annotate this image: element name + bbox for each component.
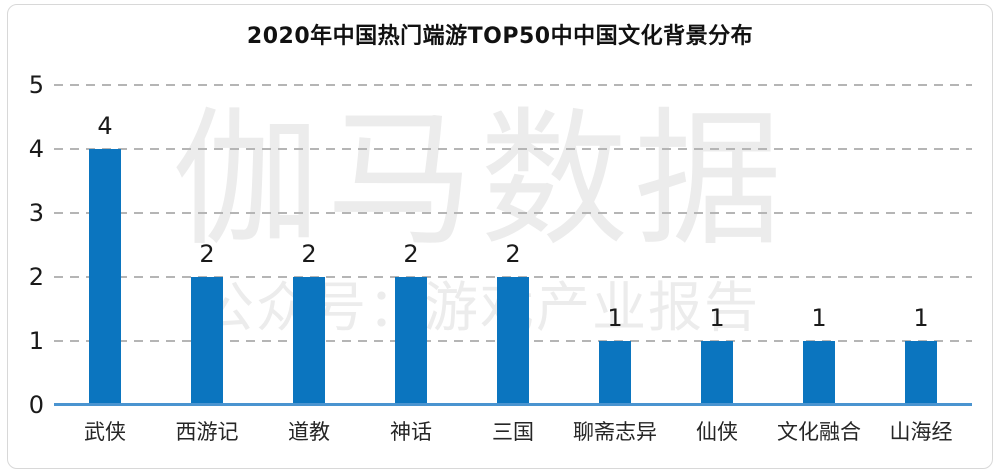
x-category-label-三国: 三国	[492, 420, 534, 444]
gridline-y-4	[54, 148, 972, 150]
y-tick-label-1: 1	[28, 327, 44, 355]
y-tick-label-0: 0	[28, 391, 44, 419]
bar-value-label-西游记: 2	[199, 240, 215, 268]
bar-西游记	[191, 277, 223, 405]
y-tick-label-5: 5	[28, 71, 44, 99]
bar-value-label-神话: 2	[403, 240, 419, 268]
plot-area: 0 1 2 3 4 5 4 武侠 2 西游记 2 道教 2 神话 2 三国 1 聊斋志异 1 仙侠 1 文化融合 1 山海经	[29, 71, 972, 444]
gridline-y-5	[54, 84, 972, 86]
bar-value-label-聊斋志异: 1	[607, 304, 623, 332]
bar-value-label-武侠: 4	[97, 112, 113, 140]
x-category-label-山海经: 山海经	[889, 420, 953, 444]
bar-value-label-文化融合: 1	[811, 304, 827, 332]
x-category-label-仙侠: 仙侠	[696, 420, 738, 444]
x-category-label-文化融合: 文化融合	[777, 420, 861, 444]
x-category-label-神话: 神话	[390, 420, 432, 444]
y-tick-label-4: 4	[28, 135, 44, 163]
bar-value-label-道教: 2	[301, 240, 317, 268]
bar-value-label-三国: 2	[505, 240, 521, 268]
bar-聊斋志异	[599, 341, 631, 405]
bar-仙侠	[701, 341, 733, 405]
bar-山海经	[905, 341, 937, 405]
bar-道教	[293, 277, 325, 405]
y-tick-label-2: 2	[28, 263, 44, 291]
bar-三国	[497, 277, 529, 405]
chart-frame-border	[7, 4, 993, 469]
bar-value-label-仙侠: 1	[709, 304, 725, 332]
x-category-label-道教: 道教	[288, 420, 330, 444]
bar-神话	[395, 277, 427, 405]
y-tick-label-3: 3	[28, 199, 44, 227]
bar-文化融合	[803, 341, 835, 405]
chart-title: 2020年中国热门端游TOP50中中国文化背景分布	[246, 24, 754, 49]
bar-value-label-山海经: 1	[913, 304, 929, 332]
x-category-label-武侠: 武侠	[84, 420, 126, 444]
x-category-label-聊斋志异: 聊斋志异	[573, 420, 657, 444]
bar-武侠	[89, 149, 121, 405]
x-category-label-西游记: 西游记	[175, 420, 239, 444]
gridline-y-3	[54, 212, 972, 214]
x-axis-baseline	[54, 403, 972, 406]
